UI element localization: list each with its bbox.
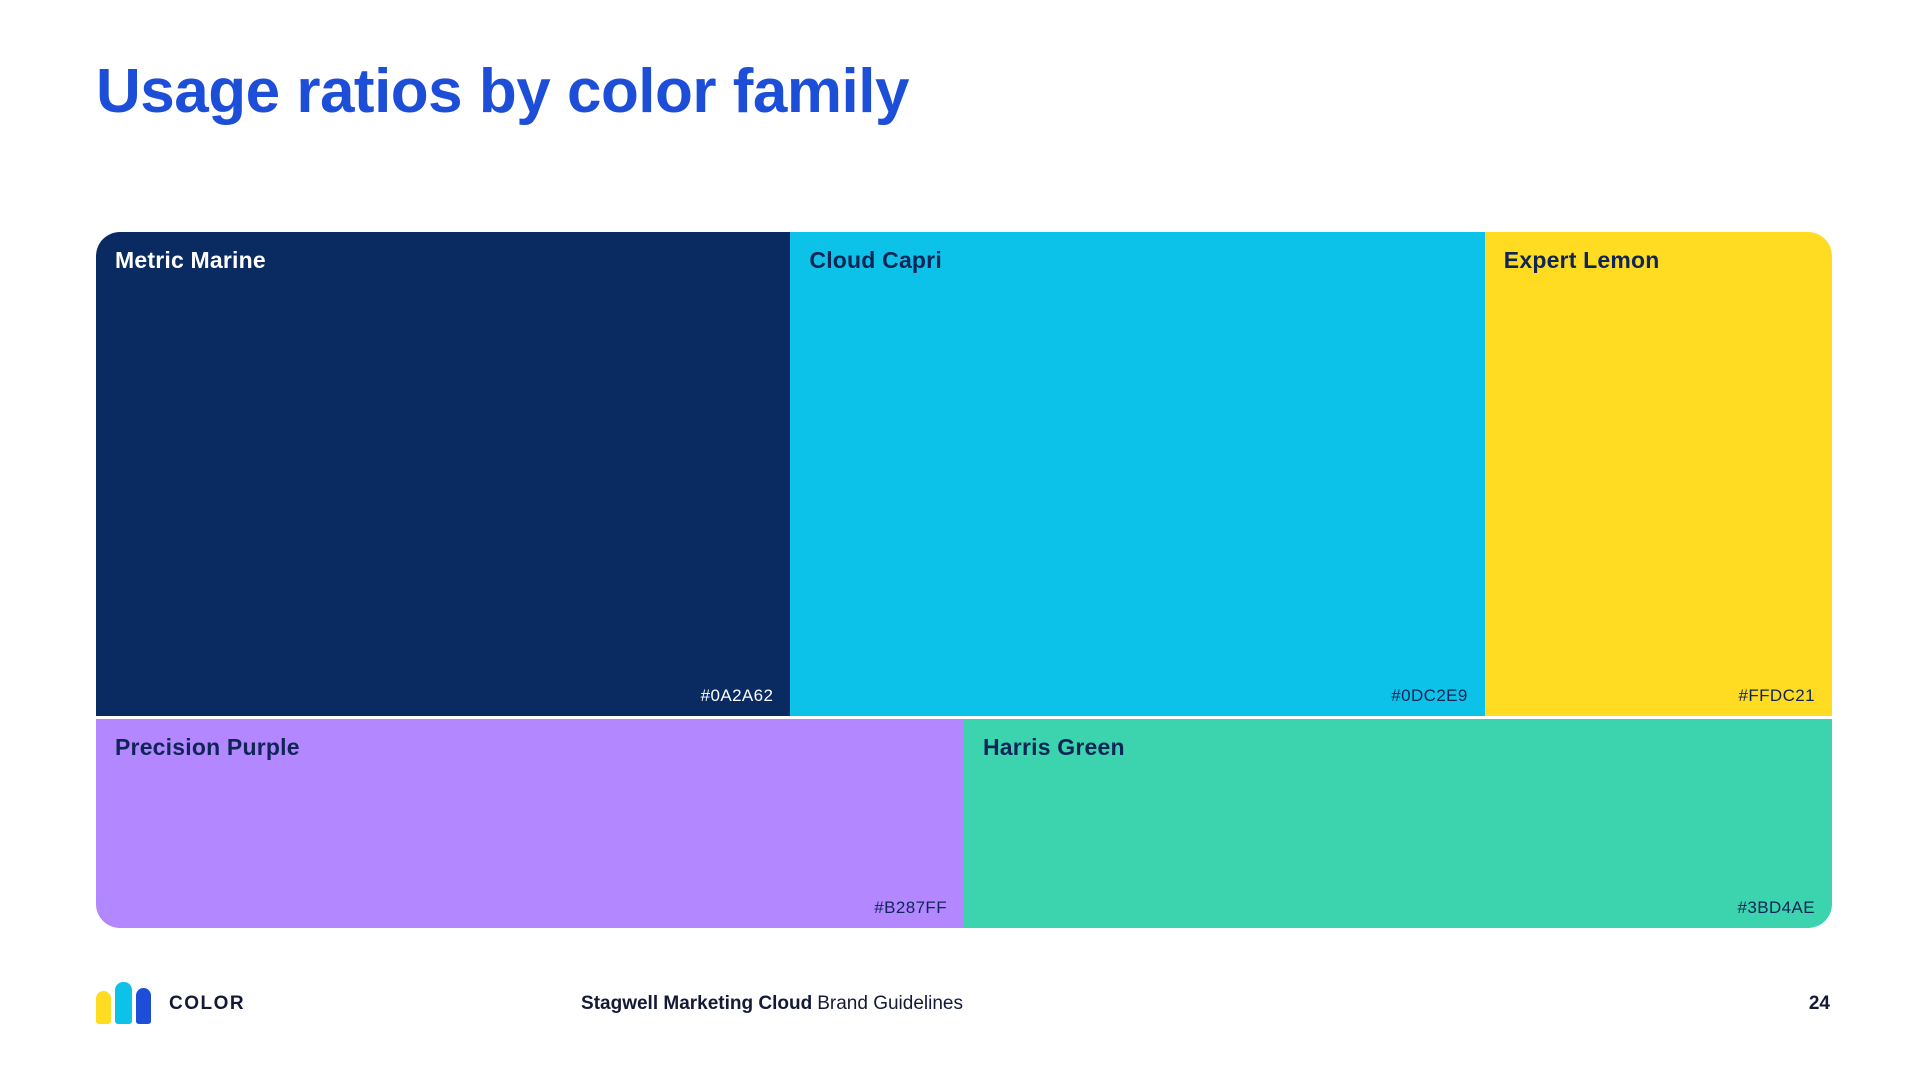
color-hex-label: #FFDC21 [1738, 686, 1815, 705]
logo-bar-blue [136, 988, 151, 1024]
page-number: 24 [1808, 993, 1830, 1014]
footer-doc-title-bold: Stagwell Marketing Cloud [581, 993, 813, 1014]
color-hex-label: #0DC2E9 [1391, 686, 1468, 705]
logo-bar-yellow [96, 991, 111, 1024]
color-usage-treemap: Metric Marine #0A2A62 Cloud Capri #0DC2E… [96, 232, 1832, 928]
color-hex-label: #3BD4AE [1737, 898, 1815, 917]
color-hex-label: #0A2A62 [700, 686, 774, 705]
color-name-label: Cloud Capri [809, 247, 942, 273]
logo-bar-cyan [115, 982, 132, 1024]
color-name-label: Precision Purple [115, 734, 300, 760]
color-block-metric-marine: Metric Marine #0A2A62 [96, 232, 791, 716]
color-block-cloud-capri: Cloud Capri #0DC2E9 [790, 232, 1485, 716]
slide-footer: COLOR Stagwell Marketing Cloud Brand Guid… [96, 976, 1830, 1026]
treemap-bottom-row: Precision Purple #B287FF Harris Green #3… [96, 719, 1832, 928]
color-block-precision-purple: Precision Purple #B287FF [96, 719, 964, 928]
color-block-expert-lemon: Expert Lemon #FFDC21 [1484, 232, 1832, 716]
color-hex-label: #B287FF [874, 898, 947, 917]
color-name-label: Metric Marine [115, 247, 266, 273]
stagwell-bars-logo-icon [96, 982, 151, 1024]
footer-section-label: COLOR [169, 993, 246, 1014]
treemap-top-row: Metric Marine #0A2A62 Cloud Capri #0DC2E… [96, 232, 1832, 716]
color-name-label: Harris Green [983, 734, 1125, 760]
footer-doc-title-regular: Brand Guidelines [817, 993, 963, 1014]
footer-doc-title: Stagwell Marketing Cloud Brand Guidelines [581, 993, 963, 1015]
color-block-harris-green: Harris Green #3BD4AE [964, 719, 1832, 928]
footer-left-group: COLOR [96, 982, 245, 1024]
page-title: Usage ratios by color family [96, 57, 909, 126]
color-name-label: Expert Lemon [1503, 247, 1660, 273]
